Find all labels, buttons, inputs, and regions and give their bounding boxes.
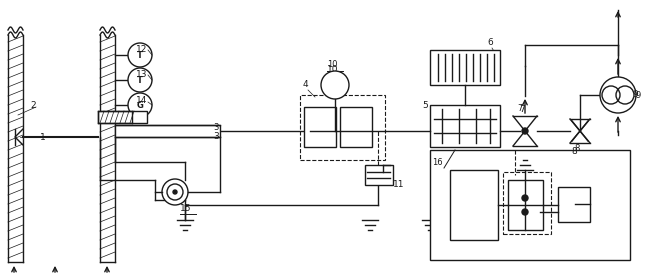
Bar	[300, 95, 385, 160]
Text: G: G	[137, 101, 143, 109]
Text: 14: 14	[136, 96, 147, 105]
Text: 12: 12	[136, 45, 147, 54]
Circle shape	[522, 209, 528, 215]
Text: 8: 8	[574, 144, 579, 153]
Text: 9: 9	[636, 90, 641, 99]
Text: 3: 3	[213, 123, 219, 132]
Bar	[430, 50, 500, 85]
Text: 9: 9	[632, 90, 638, 99]
Text: 6: 6	[487, 38, 493, 47]
Circle shape	[522, 128, 528, 134]
Bar	[450, 170, 498, 240]
Text: 7: 7	[517, 104, 522, 113]
Text: 4: 4	[303, 80, 308, 89]
Circle shape	[162, 179, 188, 205]
Bar	[430, 105, 500, 147]
Bar	[340, 107, 372, 147]
Circle shape	[522, 195, 528, 201]
Text: T: T	[137, 76, 143, 85]
Text: 10: 10	[327, 60, 337, 69]
Text: 10: 10	[327, 65, 339, 74]
Text: T: T	[137, 50, 143, 60]
Bar	[558, 187, 590, 222]
Bar	[304, 107, 336, 147]
Text: 3: 3	[213, 132, 219, 141]
Text: T: T	[332, 81, 338, 90]
Text: 7: 7	[519, 105, 525, 114]
Bar	[98, 111, 147, 123]
Text: 16: 16	[432, 158, 442, 167]
Text: 15: 15	[180, 204, 192, 213]
Text: 8: 8	[571, 147, 577, 156]
Circle shape	[600, 77, 636, 113]
Text: 2: 2	[30, 101, 35, 109]
Circle shape	[128, 68, 152, 92]
Bar	[503, 172, 551, 234]
Text: 1: 1	[40, 132, 46, 141]
Text: 5: 5	[422, 101, 428, 110]
Bar	[365, 165, 393, 185]
Bar	[508, 180, 543, 230]
Circle shape	[128, 93, 152, 117]
Text: 11: 11	[393, 180, 404, 189]
Text: 13: 13	[136, 70, 148, 79]
Bar	[115, 125, 220, 137]
Circle shape	[173, 190, 177, 194]
Circle shape	[128, 43, 152, 67]
Circle shape	[321, 71, 349, 99]
Bar	[430, 150, 630, 260]
